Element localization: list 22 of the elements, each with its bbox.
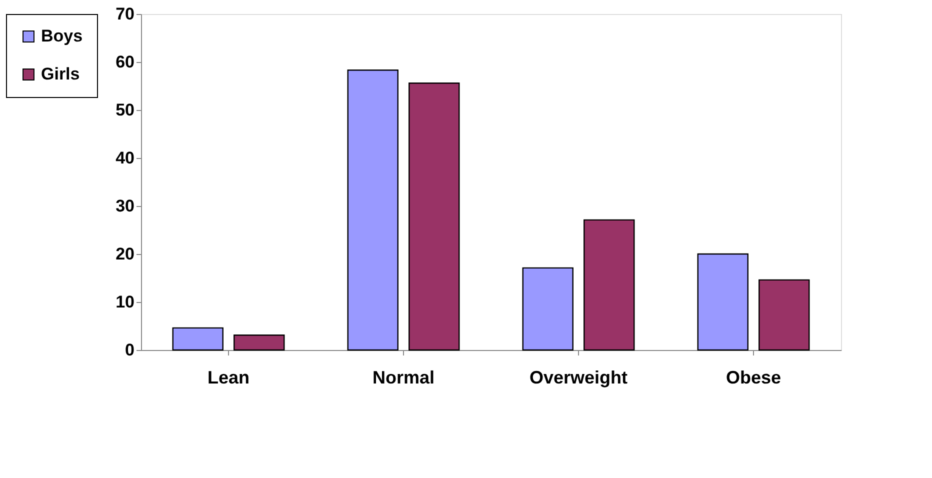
y-tick-label: 0 bbox=[125, 340, 134, 360]
y-tick-label: 40 bbox=[116, 148, 134, 168]
legend-label: Boys bbox=[41, 26, 83, 46]
y-tick-label: 60 bbox=[116, 52, 134, 72]
bar bbox=[234, 334, 285, 351]
bar bbox=[584, 219, 635, 351]
x-tick-label: Obese bbox=[726, 368, 782, 388]
x-tick-label: Lean bbox=[207, 368, 250, 388]
y-tick-label: 50 bbox=[116, 100, 134, 120]
legend-label: Girls bbox=[41, 64, 80, 84]
y-tick-label: 20 bbox=[116, 244, 134, 264]
bar bbox=[347, 70, 398, 351]
x-tick-label: Normal bbox=[372, 368, 435, 388]
bar bbox=[522, 267, 574, 351]
y-tick-label: 30 bbox=[116, 196, 134, 216]
y-tick-label: 70 bbox=[116, 4, 134, 24]
bar bbox=[758, 279, 810, 351]
bar bbox=[697, 253, 748, 351]
y-tick-label: 10 bbox=[116, 292, 134, 312]
bar bbox=[408, 82, 460, 351]
x-tick-label: Overweight bbox=[529, 368, 628, 388]
bar bbox=[172, 327, 224, 351]
